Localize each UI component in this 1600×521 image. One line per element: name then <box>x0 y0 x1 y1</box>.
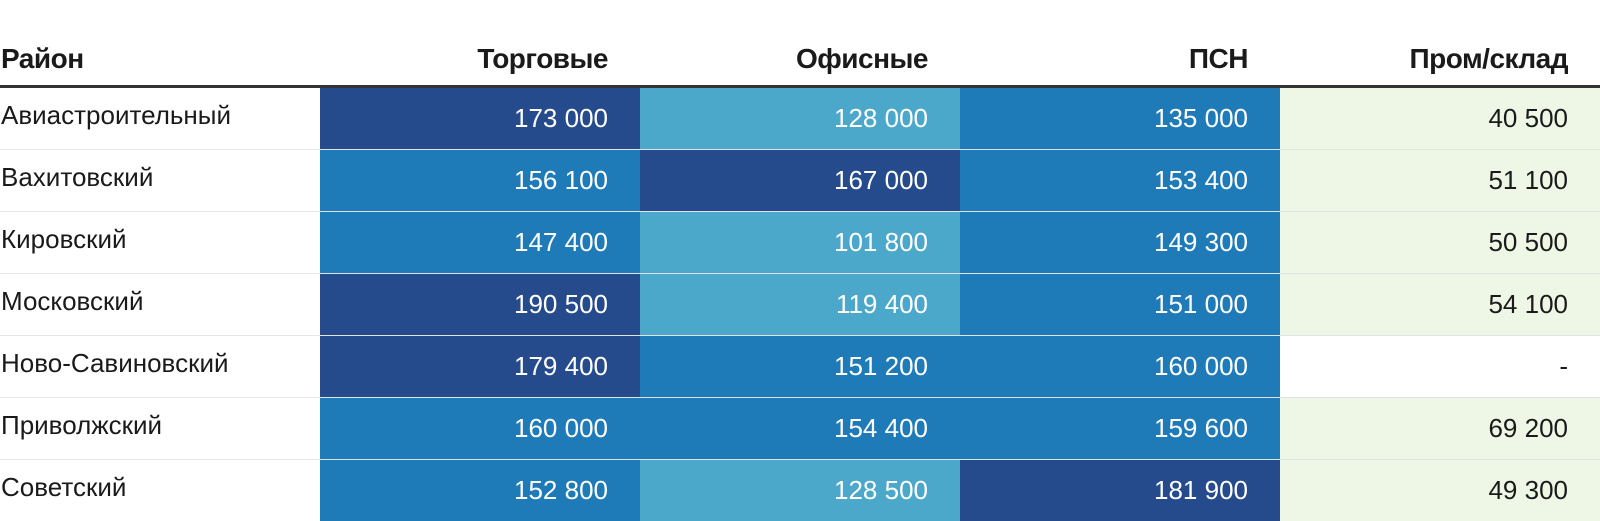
office-cell: 101 800 <box>640 212 960 274</box>
office-cell: 128 000 <box>640 87 960 150</box>
industrial-warehouse-cell: 69 200 <box>1280 398 1600 460</box>
industrial-warehouse-cell: - <box>1280 336 1600 398</box>
header-row: Район Торговые Офисные ПСН Пром/склад <box>0 33 1600 87</box>
table-header: Район Торговые Офисные ПСН Пром/склад <box>0 33 1600 87</box>
industrial-warehouse-cell: 49 300 <box>1280 460 1600 521</box>
retail-cell: 160 000 <box>320 398 640 460</box>
retail-cell: 152 800 <box>320 460 640 521</box>
office-cell: 154 400 <box>640 398 960 460</box>
district-cell: Советский <box>0 460 320 521</box>
column-header-district: Район <box>0 33 320 87</box>
district-cell: Авиастроительный <box>0 87 320 150</box>
column-header-retail: Торговые <box>320 33 640 87</box>
district-cell: Ново-Савиновский <box>0 336 320 398</box>
office-cell: 119 400 <box>640 274 960 336</box>
district-cell: Московский <box>0 274 320 336</box>
district-cell: Кировский <box>0 212 320 274</box>
industrial-warehouse-cell: 51 100 <box>1280 150 1600 212</box>
column-header-industrial-warehouse: Пром/склад <box>1280 33 1600 87</box>
retail-cell: 156 100 <box>320 150 640 212</box>
retail-cell: 179 400 <box>320 336 640 398</box>
office-cell: 151 200 <box>640 336 960 398</box>
retail-cell: 190 500 <box>320 274 640 336</box>
column-header-psn: ПСН <box>960 33 1280 87</box>
heatmap-table: Район Торговые Офисные ПСН Пром/склад Ав… <box>0 33 1600 521</box>
retail-cell: 147 400 <box>320 212 640 274</box>
office-cell: 167 000 <box>640 150 960 212</box>
psn-cell: 160 000 <box>960 336 1280 398</box>
heatmap-table-container: Район Торговые Офисные ПСН Пром/склад Ав… <box>0 0 1600 498</box>
district-cell: Приволжский <box>0 398 320 460</box>
psn-cell: 135 000 <box>960 87 1280 150</box>
district-cell: Вахитовский <box>0 150 320 212</box>
industrial-warehouse-cell: 54 100 <box>1280 274 1600 336</box>
psn-cell: 149 300 <box>960 212 1280 274</box>
office-cell: 128 500 <box>640 460 960 521</box>
column-header-office: Офисные <box>640 33 960 87</box>
retail-cell: 173 000 <box>320 87 640 150</box>
psn-cell: 181 900 <box>960 460 1280 521</box>
industrial-warehouse-cell: 50 500 <box>1280 212 1600 274</box>
industrial-warehouse-cell: 40 500 <box>1280 87 1600 150</box>
psn-cell: 153 400 <box>960 150 1280 212</box>
psn-cell: 159 600 <box>960 398 1280 460</box>
psn-cell: 151 000 <box>960 274 1280 336</box>
